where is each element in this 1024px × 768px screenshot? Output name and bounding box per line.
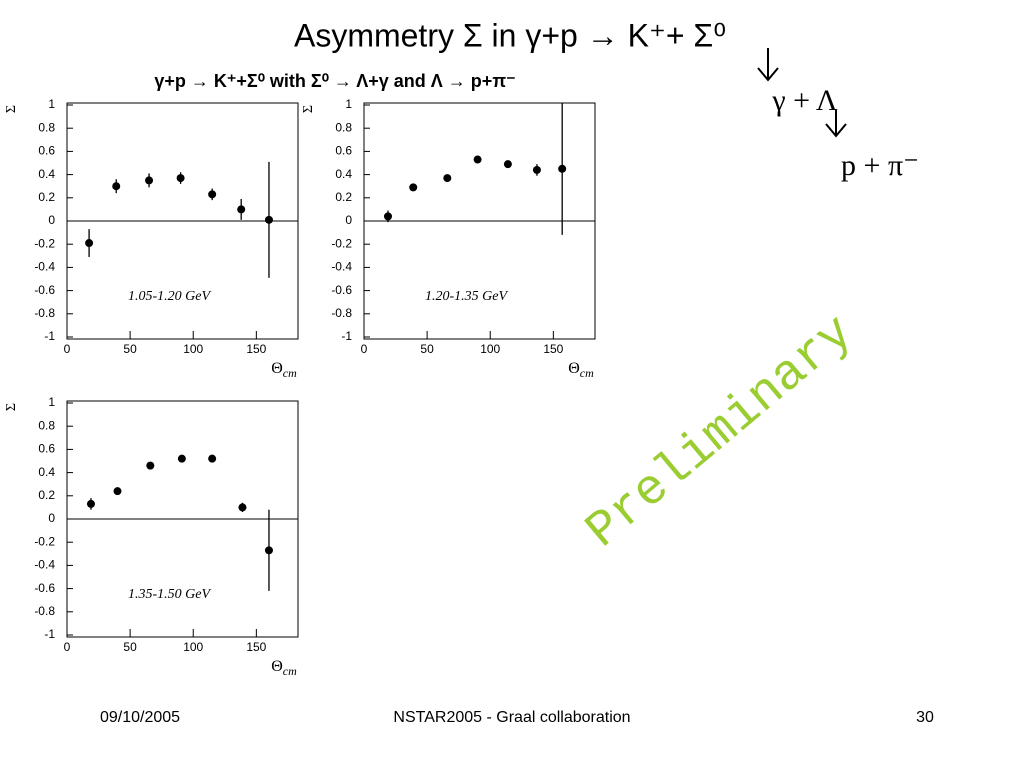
chart: -1 -0.8 -0.6 -0.4 -0.2 0 0.2 0.4 0.6 0.8 1 0 50 100 15… xyxy=(4,97,299,380)
x-tick-label: 150 xyxy=(246,342,266,356)
x-axis-symbol: Θ xyxy=(271,658,283,675)
data-point xyxy=(146,461,155,470)
y-tick-label: -0.6 xyxy=(34,581,55,595)
y-tick-label: 0.8 xyxy=(335,120,352,134)
y-tick-label: -0.8 xyxy=(331,306,352,320)
y-tick-label: -0.8 xyxy=(34,306,55,320)
y-axis-label: Σ xyxy=(301,105,316,113)
x-tick-label: 150 xyxy=(543,342,563,356)
subtitle: γ+p → K⁺+Σ⁰ with Σ⁰ → Λ+γ and Λ → p+π⁻ xyxy=(154,71,515,91)
decay-products: p + π⁻ xyxy=(841,149,919,182)
y-tick-label: -0.6 xyxy=(34,283,55,297)
y-tick-label: -1 xyxy=(44,627,55,641)
y-axis-label: Σ xyxy=(4,403,19,411)
data-point xyxy=(264,546,273,555)
x-tick-label: 0 xyxy=(64,342,71,356)
data-point xyxy=(113,487,122,496)
data-point xyxy=(86,499,95,508)
y-tick-label: 0 xyxy=(345,213,352,227)
y-tick-label: 1 xyxy=(48,97,55,111)
x-axis-symbol: Θ xyxy=(568,360,580,377)
y-tick-label: -0.6 xyxy=(331,283,352,297)
data-point xyxy=(473,155,482,164)
y-tick-label: -0.2 xyxy=(34,534,55,548)
y-tick-label: 0.8 xyxy=(38,418,55,432)
y-tick-label: -1 xyxy=(44,329,55,343)
watermark: Preliminary xyxy=(576,305,865,561)
x-axis-symbol: Θ xyxy=(271,360,283,377)
data-point xyxy=(503,160,512,169)
y-tick-label: -0.4 xyxy=(34,260,55,274)
footer-date: 09/10/2005 xyxy=(100,709,180,726)
y-tick-label: -0.4 xyxy=(34,558,55,572)
x-tick-label: 100 xyxy=(183,640,203,654)
x-tick-label: 0 xyxy=(361,342,368,356)
y-tick-label: -0.2 xyxy=(34,236,55,250)
energy-range: 1.20-1.35 GeV xyxy=(425,289,508,304)
y-tick-label: 0 xyxy=(48,511,55,525)
x-axis-subscript: cm xyxy=(283,664,297,678)
energy-range: 1.05-1.20 GeV xyxy=(128,289,211,304)
data-point xyxy=(238,503,247,512)
x-axis-label: Θcm xyxy=(271,658,297,678)
data-point xyxy=(177,454,186,463)
footer-event: NSTAR2005 - Graal collaboration xyxy=(393,709,630,726)
data-point xyxy=(532,165,541,174)
x-tick-label: 50 xyxy=(123,342,137,356)
data-point xyxy=(85,239,94,248)
x-axis-subscript: cm xyxy=(580,366,594,380)
decay-products: γ + Λ xyxy=(771,84,838,117)
data-point xyxy=(208,454,217,463)
data-point xyxy=(558,164,567,173)
x-tick-label: 150 xyxy=(246,640,266,654)
data-point xyxy=(264,215,273,224)
data-point xyxy=(208,190,217,199)
x-axis-subscript: cm xyxy=(283,366,297,380)
energy-range: 1.35-1.50 GeV xyxy=(128,587,211,602)
y-tick-label: -0.2 xyxy=(331,236,352,250)
slide-title: Asymmetry Σ in γ+p → K⁺+ Σ⁰ xyxy=(294,17,726,53)
y-tick-label: 0.6 xyxy=(335,144,352,158)
y-tick-label: 0.4 xyxy=(38,167,55,181)
x-tick-label: 100 xyxy=(183,342,203,356)
data-point xyxy=(112,182,121,191)
footer-page: 30 xyxy=(916,709,934,726)
decay-arrows xyxy=(757,48,847,138)
y-tick-label: 0.2 xyxy=(38,488,55,502)
y-tick-label: 1 xyxy=(345,97,352,111)
y-axis-label: Σ xyxy=(4,105,19,113)
y-tick-label: 0.4 xyxy=(38,465,55,479)
data-point xyxy=(443,174,452,183)
data-point xyxy=(237,205,246,214)
y-tick-label: 0.2 xyxy=(335,190,352,204)
y-tick-label: 0.2 xyxy=(38,190,55,204)
data-point xyxy=(383,212,392,221)
y-tick-label: 0.4 xyxy=(335,167,352,181)
y-tick-label: 1 xyxy=(48,395,55,409)
y-tick-label: 0.6 xyxy=(38,144,55,158)
y-tick-label: 0 xyxy=(48,213,55,227)
y-tick-label: -1 xyxy=(341,329,352,343)
chart: -1 -0.8 -0.6 -0.4 -0.2 0 0.2 0.4 0.6 0.8 1 0 50 100 15… xyxy=(301,97,596,380)
data-point xyxy=(145,176,154,185)
x-tick-label: 50 xyxy=(123,640,137,654)
y-tick-label: -0.4 xyxy=(331,260,352,274)
y-tick-label: -0.8 xyxy=(34,604,55,618)
x-axis-label: Θcm xyxy=(568,360,594,380)
x-tick-label: 0 xyxy=(64,640,71,654)
x-tick-label: 50 xyxy=(420,342,434,356)
y-tick-label: 0.8 xyxy=(38,120,55,134)
data-point xyxy=(176,174,185,183)
chart: -1 -0.8 -0.6 -0.4 -0.2 0 0.2 0.4 0.6 0.8 1 0 50 100 15… xyxy=(4,395,299,678)
x-axis-label: Θcm xyxy=(271,360,297,380)
y-tick-label: 0.6 xyxy=(38,442,55,456)
x-tick-label: 100 xyxy=(480,342,500,356)
data-point xyxy=(409,183,418,192)
